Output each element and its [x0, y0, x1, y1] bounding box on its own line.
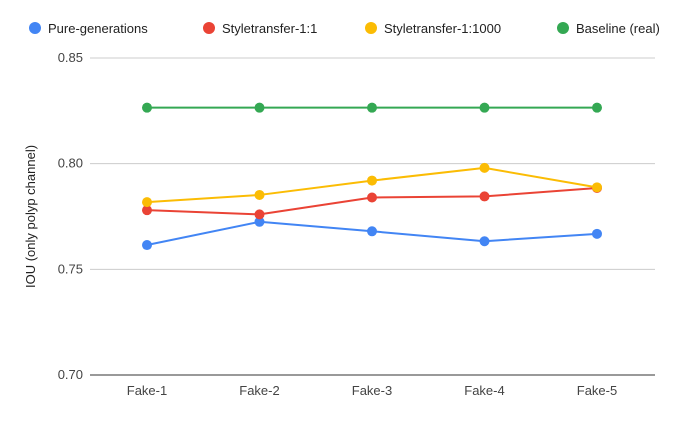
- data-point[interactable]: [367, 226, 377, 237]
- legend-label: Styletransfer-1:1: [222, 21, 317, 36]
- y-axis-title: IOU (only polyp channel): [23, 145, 38, 288]
- y-tick-label: 0.75: [58, 261, 83, 276]
- data-point[interactable]: [592, 182, 602, 193]
- x-tick-label: Fake-5: [577, 383, 617, 398]
- data-point[interactable]: [592, 102, 602, 113]
- legend-swatch: [203, 22, 215, 34]
- data-point[interactable]: [142, 197, 152, 208]
- y-tick-label: 0.85: [58, 50, 83, 65]
- data-point[interactable]: [479, 191, 490, 202]
- series-group: [142, 182, 602, 220]
- data-point[interactable]: [142, 102, 152, 113]
- data-point[interactable]: [254, 209, 265, 220]
- data-point[interactable]: [479, 236, 490, 247]
- legend-swatch: [365, 22, 377, 34]
- x-tick-label: Fake-2: [239, 383, 279, 398]
- y-axis-ticks: 0.70 0.75 0.80 0.85: [58, 50, 83, 382]
- legend-item[interactable]: Pure-generations: [29, 21, 148, 36]
- data-point[interactable]: [367, 192, 377, 203]
- x-tick-label: Fake-4: [464, 383, 504, 398]
- data-point[interactable]: [367, 102, 377, 113]
- data-point[interactable]: [254, 189, 265, 200]
- legend-item[interactable]: Baseline (real): [557, 21, 660, 36]
- data-point[interactable]: [254, 102, 265, 113]
- legend-label: Styletransfer-1:1000: [384, 21, 501, 36]
- y-tick-label: 0.80: [58, 156, 83, 171]
- data-point[interactable]: [592, 228, 602, 239]
- series-group: [142, 162, 602, 208]
- x-axis-ticks: Fake-1 Fake-2 Fake-3 Fake-4 Fake-5: [127, 383, 617, 398]
- data-point[interactable]: [142, 240, 152, 251]
- legend-item[interactable]: Styletransfer-1:1: [203, 21, 317, 36]
- legend-item[interactable]: Styletransfer-1:1000: [365, 21, 501, 36]
- legend-label: Pure-generations: [48, 21, 148, 36]
- legend-swatch: [29, 22, 41, 34]
- y-tick-label: 0.70: [58, 367, 83, 382]
- legend-label: Baseline (real): [576, 21, 660, 36]
- data-point[interactable]: [367, 175, 377, 186]
- data-point[interactable]: [479, 162, 490, 173]
- series-group: [142, 216, 602, 251]
- series-layer: [142, 102, 602, 251]
- series-group: [142, 102, 602, 113]
- x-tick-label: Fake-1: [127, 383, 167, 398]
- legend-swatch: [557, 22, 569, 34]
- x-tick-label: Fake-3: [352, 383, 392, 398]
- gridlines: [90, 57, 655, 376]
- data-point[interactable]: [142, 205, 152, 216]
- legend: Pure-generations Styletransfer-1:1 Styletr…: [29, 21, 660, 36]
- data-point[interactable]: [254, 216, 265, 227]
- data-point[interactable]: [479, 102, 490, 113]
